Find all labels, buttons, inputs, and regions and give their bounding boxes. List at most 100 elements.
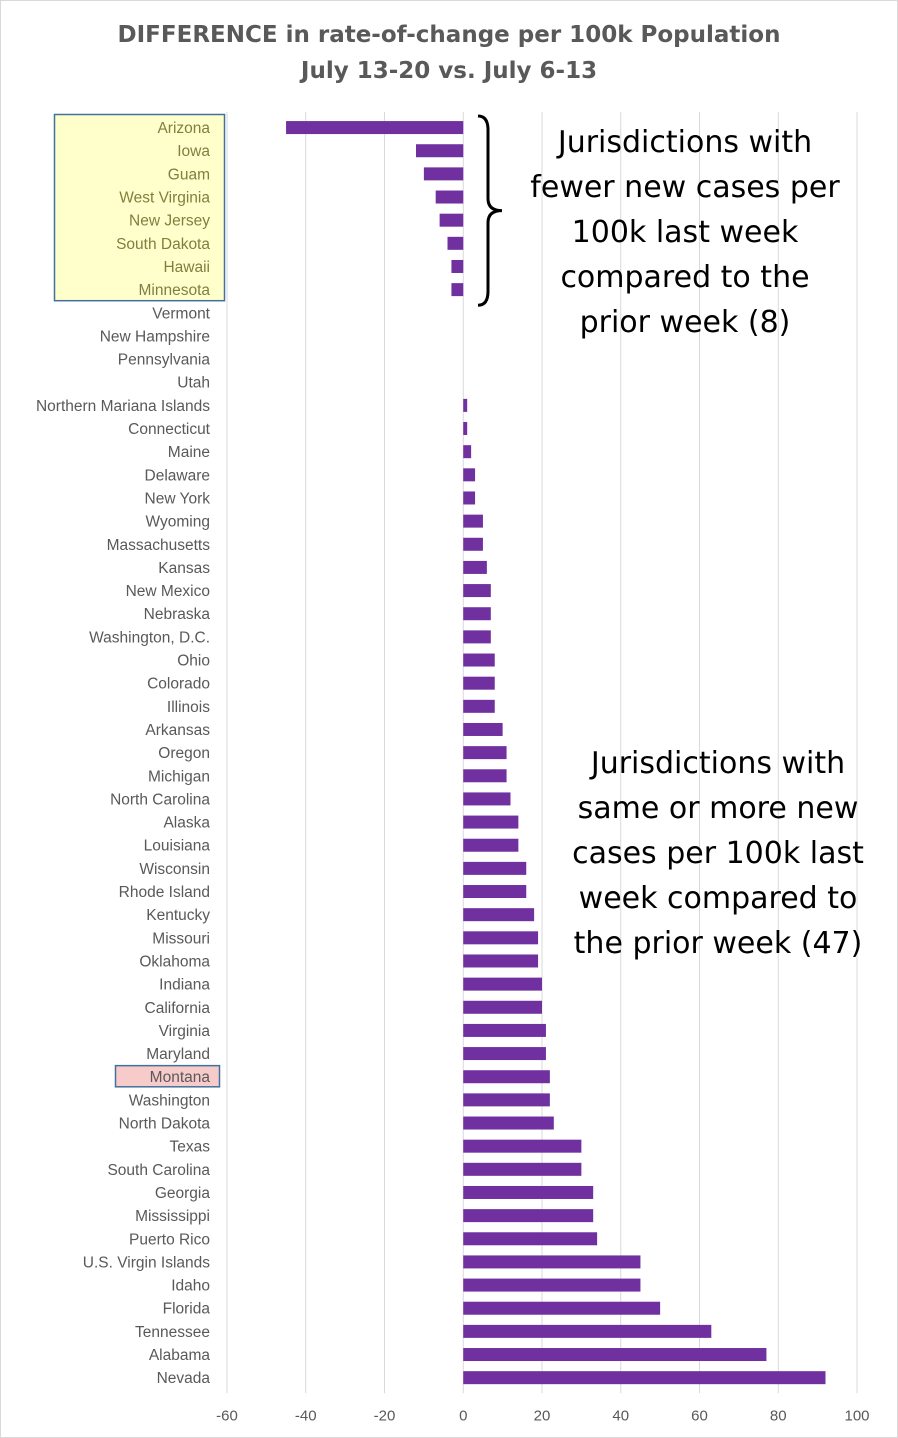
bar (463, 1348, 767, 1362)
category-label: South Carolina (107, 1162, 210, 1179)
category-label: Ohio (177, 653, 210, 670)
bar (463, 1023, 546, 1037)
category-label: Maine (168, 444, 210, 461)
category-label: Kentucky (146, 907, 210, 924)
annotation-more-line-1: Jurisdictions with (590, 746, 846, 781)
bar (463, 1070, 550, 1084)
highlight-box-montana (114, 1064, 221, 1088)
category-label: Iowa (177, 143, 210, 160)
category-label: New Hampshire (100, 328, 210, 345)
bar (463, 398, 468, 412)
bar (463, 954, 539, 968)
category-label: Oklahoma (139, 953, 210, 970)
curly-brace (477, 114, 503, 307)
bar (439, 213, 464, 227)
bar (463, 838, 519, 852)
category-label: Virginia (159, 1023, 211, 1040)
category-label: New Mexico (126, 583, 210, 600)
category-label: North Carolina (110, 791, 210, 808)
bar (463, 931, 539, 945)
bar (463, 1116, 554, 1130)
bar (463, 1047, 546, 1061)
bar (463, 746, 507, 760)
category-label: Hawaii (163, 259, 210, 276)
bar (463, 491, 476, 505)
category-label: Rhode Island (119, 884, 210, 901)
category-label: Minnesota (138, 282, 210, 299)
category-label: Tennessee (135, 1324, 210, 1341)
category-label: Washington (129, 1092, 210, 1109)
bar (463, 468, 476, 482)
bar (463, 908, 535, 922)
bar (463, 1162, 582, 1176)
category-label: Arizona (157, 120, 210, 137)
x-tick-label: 80 (770, 1407, 787, 1424)
category-label: Florida (163, 1301, 211, 1318)
annotation-more-line-4: week compared to (578, 881, 858, 916)
bar (463, 1301, 661, 1315)
category-label: Nebraska (144, 606, 211, 623)
category-label: Idaho (171, 1278, 210, 1295)
category-label: Vermont (152, 305, 210, 322)
bar (416, 144, 464, 158)
x-tick-label: 100 (844, 1407, 869, 1424)
bar (463, 1278, 641, 1292)
bar (463, 792, 511, 806)
bar (463, 885, 527, 899)
x-tick-label: 40 (612, 1407, 629, 1424)
category-label: Nevada (157, 1370, 211, 1387)
category-label: Wisconsin (139, 861, 210, 878)
bar (463, 607, 491, 621)
bar (463, 1371, 826, 1385)
category-label: Montana (150, 1069, 211, 1086)
category-label: Utah (177, 375, 210, 392)
category-label: Texas (170, 1139, 211, 1156)
bar (463, 1185, 594, 1199)
bar (423, 167, 464, 181)
bar (463, 977, 542, 991)
category-label: U.S. Virgin Islands (83, 1254, 210, 1271)
bar (463, 1209, 594, 1223)
category-label: Guam (168, 166, 210, 183)
category-label: Alabama (149, 1347, 211, 1364)
category-label: Mississippi (135, 1208, 210, 1225)
annotation-fewer: Jurisdictions with fewer new cases per 1… (510, 120, 860, 345)
category-label: Wyoming (146, 514, 210, 531)
bar (463, 584, 491, 598)
annotation-more-line-5: the prior week (47) (573, 926, 863, 961)
bar (463, 815, 519, 829)
bar (463, 537, 483, 551)
category-label: North Dakota (119, 1116, 211, 1133)
bar (463, 769, 507, 783)
x-tick-label: -20 (374, 1407, 396, 1424)
category-label: South Dakota (116, 236, 210, 253)
bar (463, 514, 483, 528)
annotation-more-line-2: same or more new (577, 791, 859, 826)
category-label: Indiana (159, 977, 210, 994)
category-label: Puerto Rico (129, 1231, 210, 1248)
bar (463, 1324, 712, 1338)
annotation-fewer-line-1: Jurisdictions with (557, 125, 813, 160)
x-tick-label: -60 (216, 1407, 238, 1424)
category-label: Michigan (148, 768, 210, 785)
bar (463, 653, 495, 667)
category-label: Connecticut (128, 421, 211, 438)
bar (286, 121, 464, 135)
category-label: Arkansas (145, 722, 210, 739)
chart-title: DIFFERENCE in rate-of-change per 100k Po… (117, 22, 781, 48)
bar (463, 1139, 582, 1153)
category-label: Washington, D.C. (89, 629, 210, 646)
bar (463, 630, 491, 644)
category-label: West Virginia (119, 190, 210, 207)
category-label: Oregon (158, 745, 210, 762)
category-label: New York (145, 490, 211, 507)
annotation-more-line-3: cases per 100k last (572, 836, 864, 871)
bar (463, 722, 503, 736)
category-label: Delaware (145, 467, 210, 484)
category-label: Illinois (167, 699, 210, 716)
annotation-fewer-line-2: fewer new cases per (530, 170, 840, 205)
bar (463, 560, 487, 574)
category-label: Northern Mariana Islands (36, 398, 210, 415)
category-label: Louisiana (144, 838, 211, 855)
